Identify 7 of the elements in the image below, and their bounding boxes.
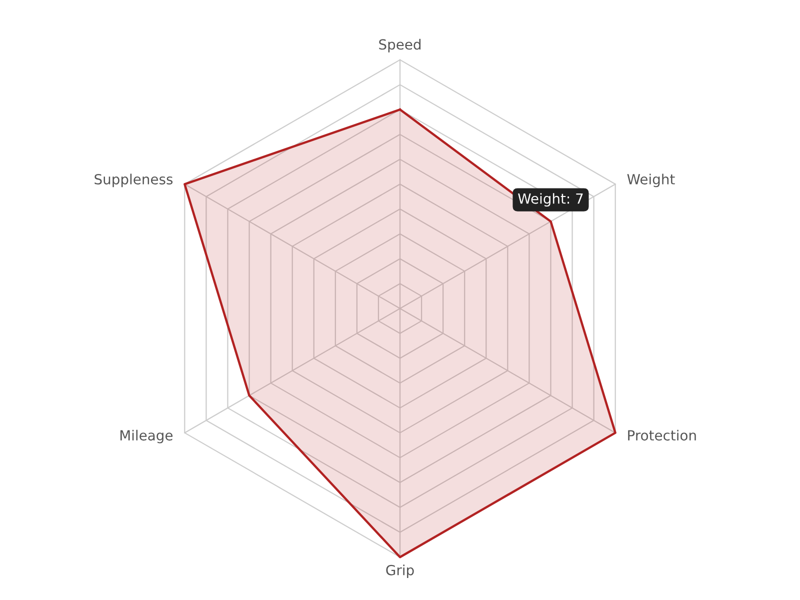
spoke-label: Protection — [628, 430, 696, 441]
text: Weight: 7 — [518, 193, 583, 207]
spoke-label: Speed — [379, 38, 421, 52]
spoke-label: Mileage — [120, 430, 172, 444]
spoke-label: Suppleness — [94, 174, 173, 188]
spoke-label: Grip — [386, 564, 414, 578]
spoke-label: Weight — [627, 174, 675, 188]
